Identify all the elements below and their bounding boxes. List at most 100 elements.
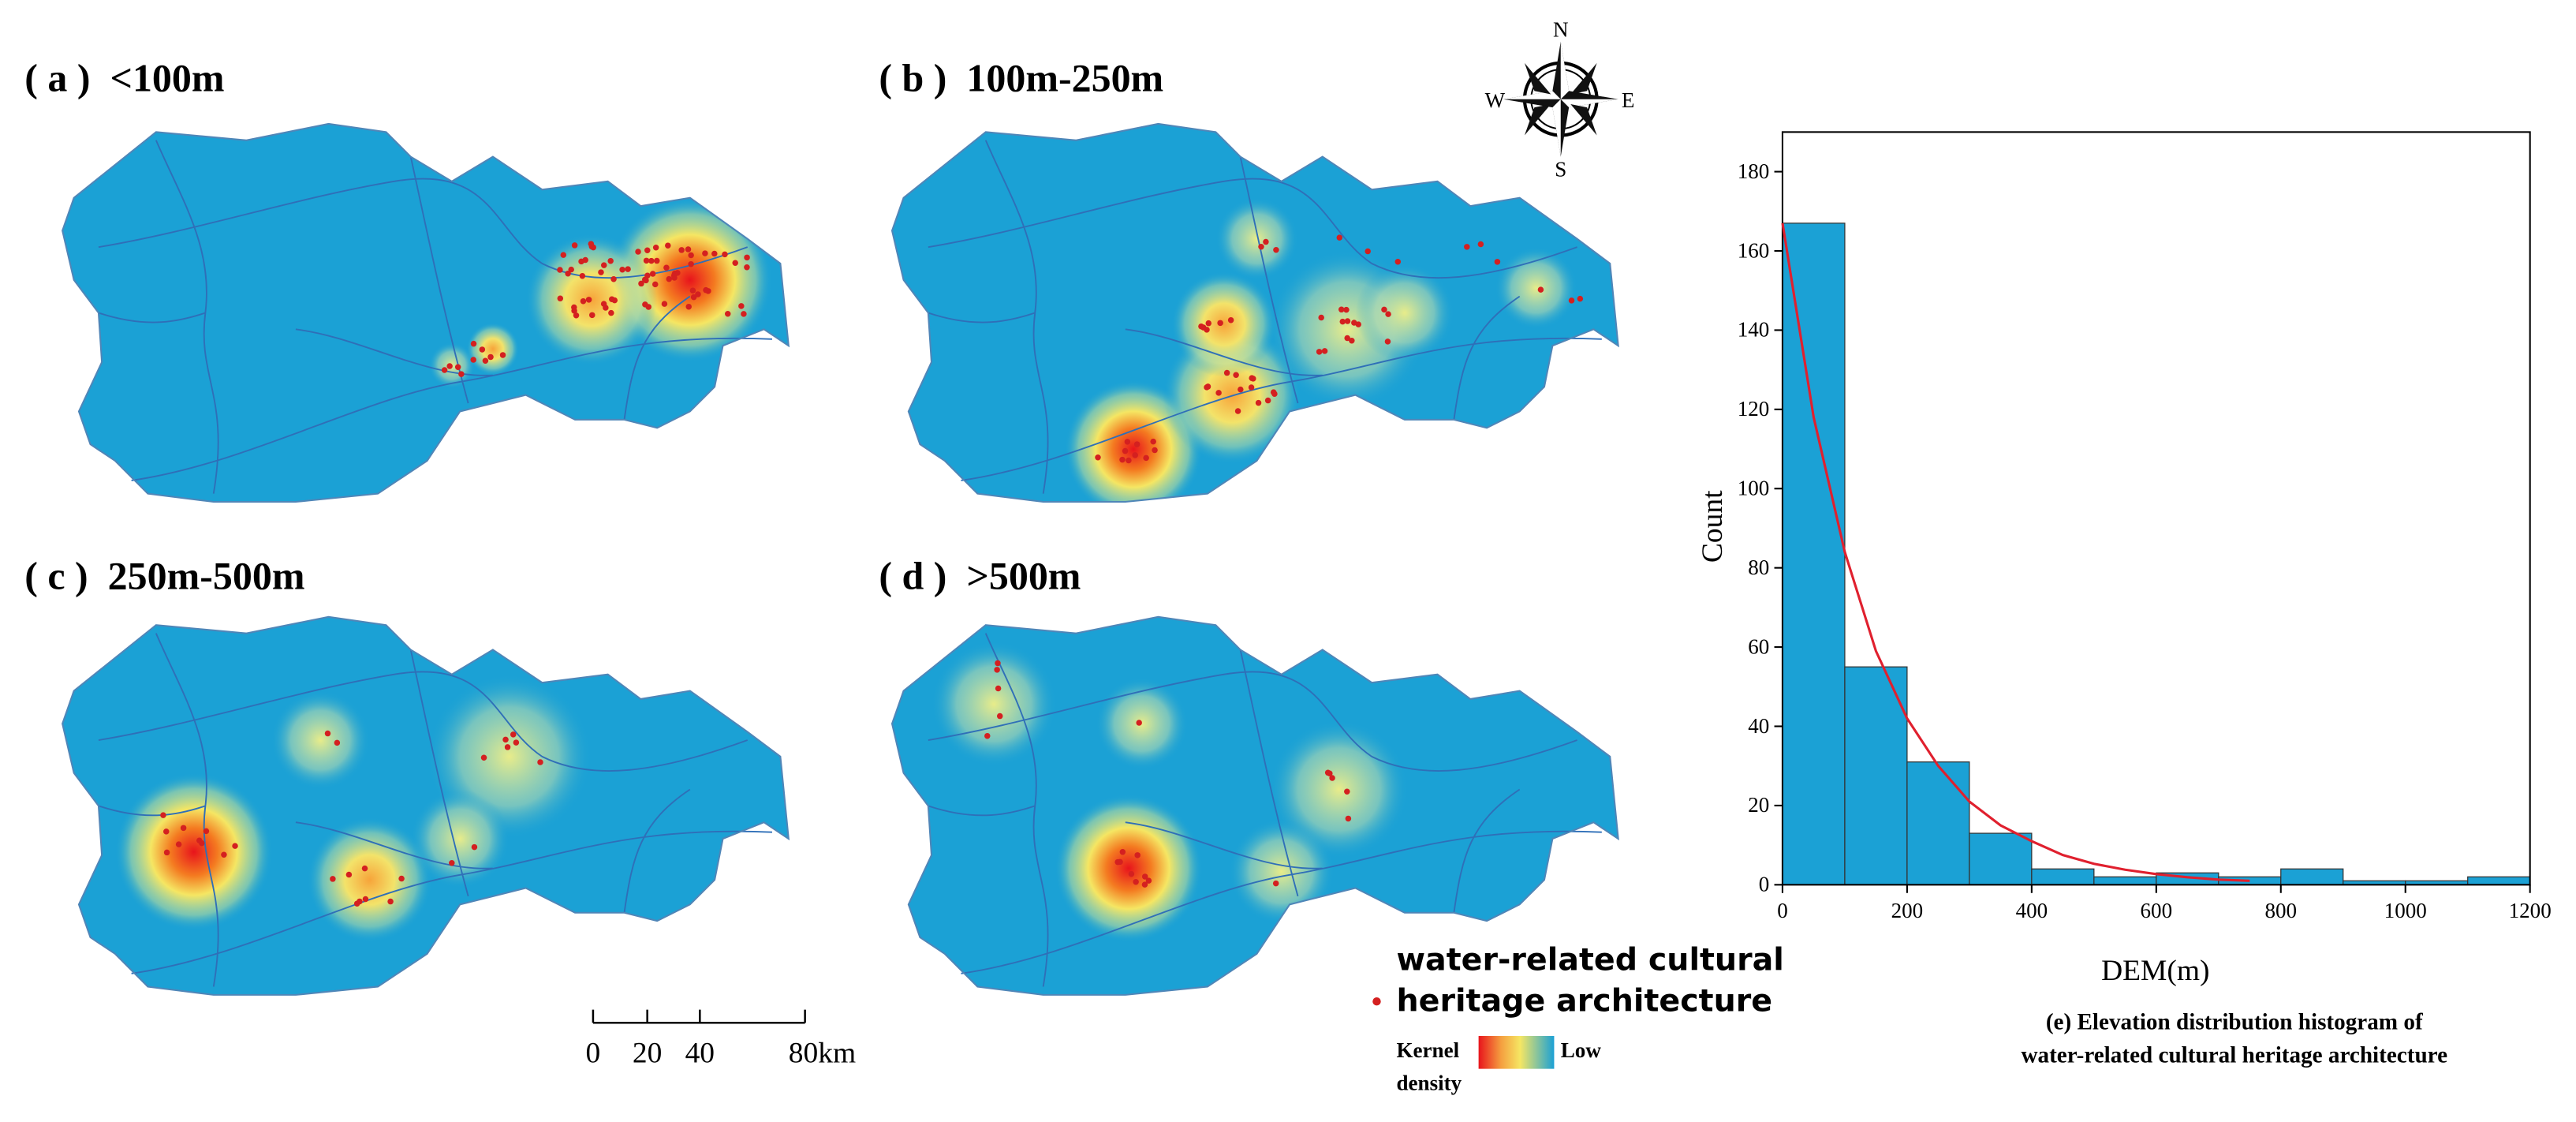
legend-text: density bbox=[1396, 1072, 1462, 1095]
heritage-point bbox=[1233, 372, 1239, 378]
heritage-point bbox=[560, 252, 567, 258]
x-tick-label: 200 bbox=[1891, 899, 1924, 922]
heritage-point bbox=[666, 275, 673, 282]
heritage-point bbox=[571, 242, 578, 249]
heritage-point bbox=[643, 257, 650, 264]
heritage-point bbox=[1205, 320, 1212, 327]
bar bbox=[1906, 761, 1970, 885]
heritage-point bbox=[649, 271, 656, 277]
heritage-point bbox=[625, 266, 631, 272]
heritage-point bbox=[513, 739, 520, 746]
heritage-point bbox=[1339, 318, 1346, 325]
heritage-point bbox=[361, 865, 368, 872]
y-axis-title: Count bbox=[1697, 490, 1729, 563]
kernel-ramp bbox=[1478, 1035, 1555, 1069]
heritage-point bbox=[689, 287, 696, 294]
density-spot bbox=[1229, 819, 1335, 925]
heritage-point bbox=[454, 364, 461, 371]
heritage-point bbox=[573, 312, 580, 319]
heritage-point bbox=[984, 732, 991, 739]
heritage-point bbox=[163, 828, 170, 835]
heritage-point bbox=[995, 685, 1002, 692]
heritage-point bbox=[994, 667, 1000, 673]
heritage-point bbox=[1344, 335, 1350, 342]
heritage-point bbox=[1273, 246, 1279, 253]
scale-label: 20 bbox=[633, 1037, 662, 1069]
heritage-point bbox=[479, 346, 486, 353]
y-tick-label: 180 bbox=[1738, 159, 1770, 183]
heritage-point bbox=[690, 294, 697, 301]
legend-text: water-related cultural bbox=[1396, 942, 1783, 978]
bar bbox=[2093, 876, 2157, 885]
heritage-point bbox=[678, 247, 685, 253]
heritage-point bbox=[589, 312, 595, 319]
heritage-point bbox=[1343, 306, 1350, 313]
panel-label: ( c ) 250m-500m bbox=[24, 553, 304, 597]
heritage-point bbox=[671, 275, 678, 281]
heritage-point bbox=[1321, 348, 1328, 354]
heritage-point bbox=[1133, 878, 1139, 885]
heritage-point bbox=[1238, 386, 1244, 393]
heritage-point bbox=[703, 286, 709, 294]
heritage-point bbox=[203, 828, 210, 835]
fit-curve bbox=[1781, 223, 2250, 882]
heritage-point bbox=[482, 357, 489, 364]
heritage-point bbox=[362, 896, 369, 903]
heritage-point bbox=[995, 660, 1001, 667]
heritage-point bbox=[1381, 306, 1387, 313]
heritage-point bbox=[1336, 234, 1343, 241]
compass-w: W bbox=[1485, 88, 1506, 112]
heritage-point bbox=[537, 759, 543, 765]
y-tick-label: 120 bbox=[1738, 397, 1770, 421]
heritage-point bbox=[579, 272, 586, 279]
heritage-point bbox=[1095, 454, 1101, 461]
density-spot bbox=[1270, 720, 1409, 859]
map-panel bbox=[890, 122, 1619, 503]
heritage-point bbox=[601, 262, 607, 268]
legend-text: Kernel bbox=[1396, 1038, 1459, 1062]
heritage-point bbox=[644, 272, 651, 279]
heritage-point bbox=[654, 257, 660, 264]
heritage-point bbox=[557, 267, 563, 273]
heritage-point bbox=[1119, 456, 1126, 463]
heritage-point bbox=[722, 251, 728, 258]
heritage-point bbox=[387, 898, 394, 905]
heritage-point bbox=[1215, 390, 1222, 396]
bar bbox=[1844, 666, 1908, 885]
heritage-point bbox=[1355, 321, 1361, 327]
heritage-point bbox=[663, 264, 670, 271]
heritage-point bbox=[1223, 369, 1230, 376]
heritage-point bbox=[334, 739, 341, 746]
legend: water-related cultural heritage architec… bbox=[1372, 942, 1784, 1095]
heritage-point bbox=[471, 843, 478, 851]
heritage-point bbox=[499, 352, 506, 358]
compass-s: S bbox=[1555, 158, 1566, 181]
x-tick-label: 600 bbox=[2141, 899, 2173, 922]
legend-text: heritage architecture bbox=[1396, 983, 1772, 1019]
panel-label: ( d ) >500m bbox=[879, 553, 1081, 597]
density-spot bbox=[271, 690, 370, 790]
heritage-point bbox=[1264, 397, 1271, 404]
heritage-point bbox=[180, 825, 187, 832]
caption: (e) Elevation distribution histogram of bbox=[2046, 1010, 2423, 1035]
y-tick-label: 60 bbox=[1748, 634, 1769, 658]
heritage-point bbox=[688, 260, 694, 267]
heritage-point bbox=[458, 371, 465, 377]
bar bbox=[2280, 868, 2344, 885]
density-spot bbox=[114, 772, 273, 931]
heritage-point bbox=[645, 304, 651, 310]
heritage-point bbox=[504, 744, 511, 750]
heritage-point bbox=[688, 252, 694, 259]
heritage-point bbox=[175, 841, 182, 847]
heritage-point bbox=[1338, 306, 1345, 313]
heritage-point bbox=[1217, 320, 1223, 327]
y-tick-label: 100 bbox=[1738, 477, 1770, 500]
heritage-point bbox=[470, 357, 476, 363]
map-panel bbox=[890, 615, 1619, 996]
heritage-point bbox=[446, 363, 453, 369]
heritage-point bbox=[1145, 877, 1152, 884]
heritage-point bbox=[1537, 286, 1544, 293]
heritage-point bbox=[1494, 259, 1501, 265]
heritage-point bbox=[724, 310, 731, 317]
